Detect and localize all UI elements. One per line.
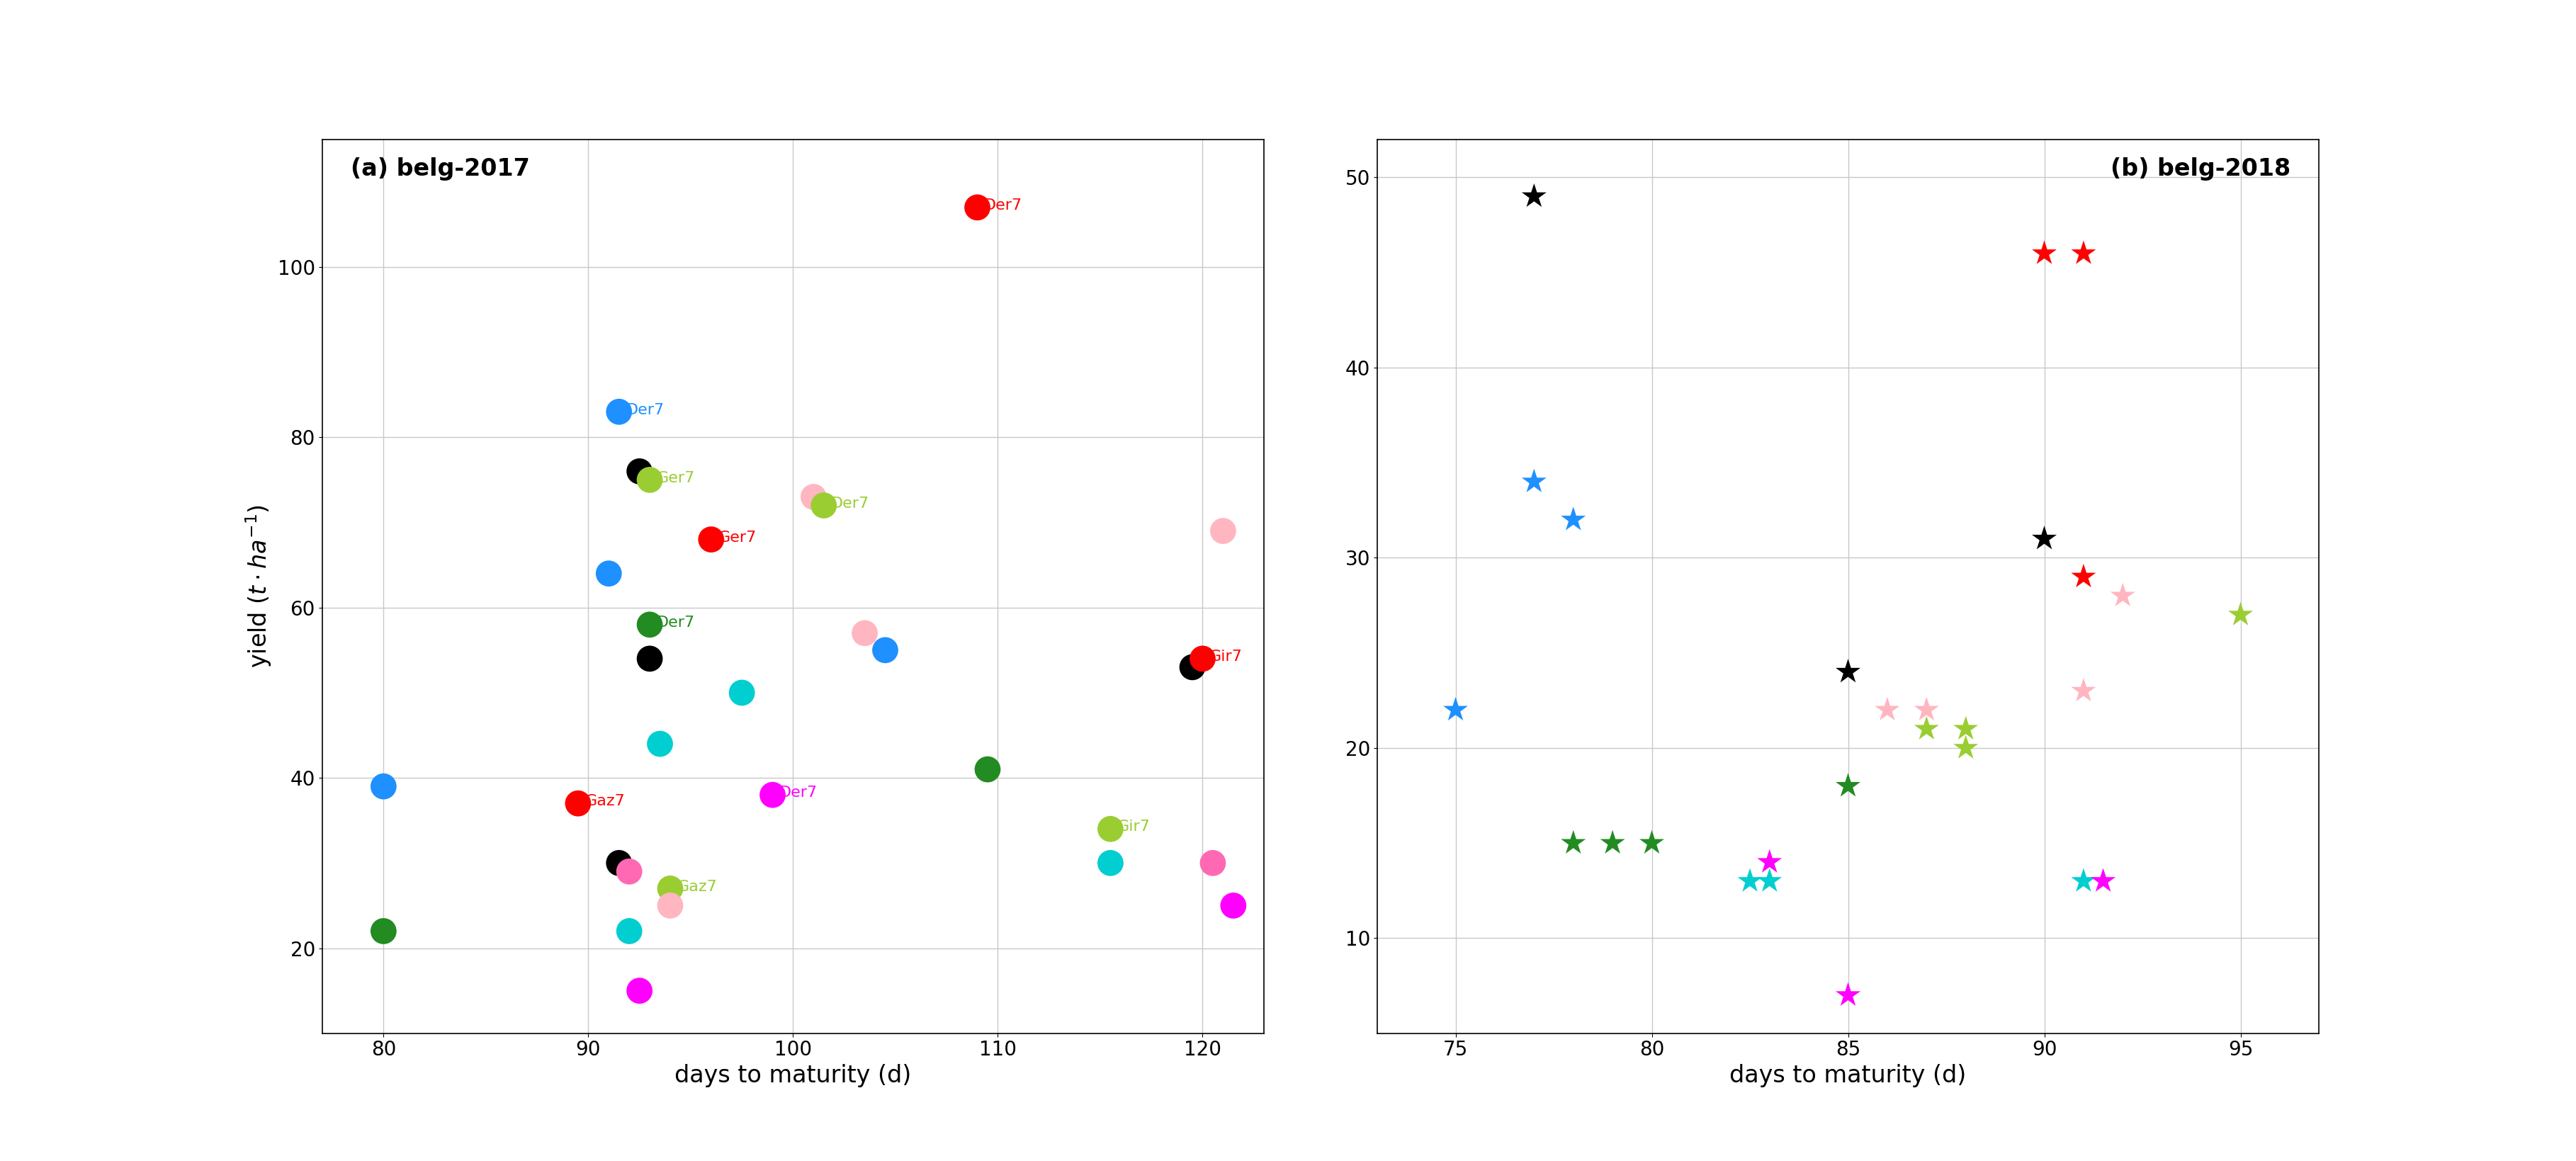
Point [363, 777, 404, 795]
Text: Der7: Der7 [781, 786, 817, 800]
Point [866, 641, 907, 659]
Text: (a) belg-2017: (a) belg-2017 [350, 157, 528, 181]
Point [1435, 700, 1476, 719]
Text: Ger7: Ger7 [657, 471, 696, 485]
Point [804, 496, 845, 514]
Point [2063, 568, 2105, 586]
Point [1090, 820, 1131, 838]
Point [1826, 663, 1868, 682]
Point [690, 531, 732, 549]
Point [721, 684, 762, 702]
Point [1945, 720, 1986, 738]
Point [629, 615, 670, 634]
Point [618, 462, 659, 481]
Point [845, 623, 886, 642]
Point [1749, 853, 1790, 872]
Point [556, 794, 598, 813]
Point [1512, 473, 1553, 491]
Point [966, 760, 1007, 779]
Point [1090, 853, 1131, 872]
Text: Gaz7: Gaz7 [585, 794, 626, 808]
Text: (b) belg-2018: (b) belg-2018 [2110, 157, 2290, 181]
Point [1906, 720, 1947, 738]
Text: Der7: Der7 [829, 497, 868, 511]
Text: Der7: Der7 [626, 403, 665, 417]
Point [1553, 511, 1595, 529]
Point [1945, 738, 1986, 757]
Point [639, 735, 680, 753]
Point [956, 199, 997, 217]
Point [1749, 872, 1790, 890]
Point [2102, 586, 2143, 605]
Point [2022, 244, 2063, 262]
Point [1592, 834, 1633, 852]
Point [598, 853, 639, 872]
Point [2063, 872, 2105, 890]
Point [649, 896, 690, 915]
Point [1193, 853, 1234, 872]
Point [1182, 649, 1224, 668]
Point [1631, 834, 1672, 852]
Point [629, 649, 670, 668]
Point [629, 470, 670, 489]
Text: Gir7: Gir7 [1208, 650, 1242, 664]
Point [1826, 777, 1868, 795]
Point [649, 879, 690, 897]
Point [608, 922, 649, 940]
Point [363, 922, 404, 940]
Point [1865, 700, 1906, 719]
Point [1203, 521, 1244, 540]
Point [598, 403, 639, 421]
Text: Der7: Der7 [984, 199, 1023, 212]
Point [1213, 896, 1255, 915]
X-axis label: days to maturity (d): days to maturity (d) [1728, 1063, 1965, 1088]
Point [1512, 187, 1553, 205]
Text: Ger7: Ger7 [719, 531, 757, 545]
Point [752, 786, 793, 805]
Point [2063, 682, 2105, 700]
Point [1553, 834, 1595, 852]
Text: Gir7: Gir7 [1118, 820, 1151, 834]
Point [2063, 244, 2105, 262]
Point [1172, 658, 1213, 677]
Point [2022, 529, 2063, 548]
Text: Der7: Der7 [657, 615, 696, 629]
Point [608, 863, 649, 881]
Point [793, 488, 835, 506]
Text: Gaz7: Gaz7 [677, 880, 716, 894]
Point [2081, 872, 2123, 890]
X-axis label: days to maturity (d): days to maturity (d) [675, 1063, 912, 1088]
Point [1728, 872, 1770, 890]
Point [2221, 606, 2262, 625]
Point [618, 981, 659, 1000]
Point [1906, 700, 1947, 719]
Y-axis label: yield ($t\cdot ha^{-1}$): yield ($t\cdot ha^{-1}$) [245, 505, 273, 668]
Point [1826, 986, 1868, 1004]
Point [587, 564, 629, 583]
